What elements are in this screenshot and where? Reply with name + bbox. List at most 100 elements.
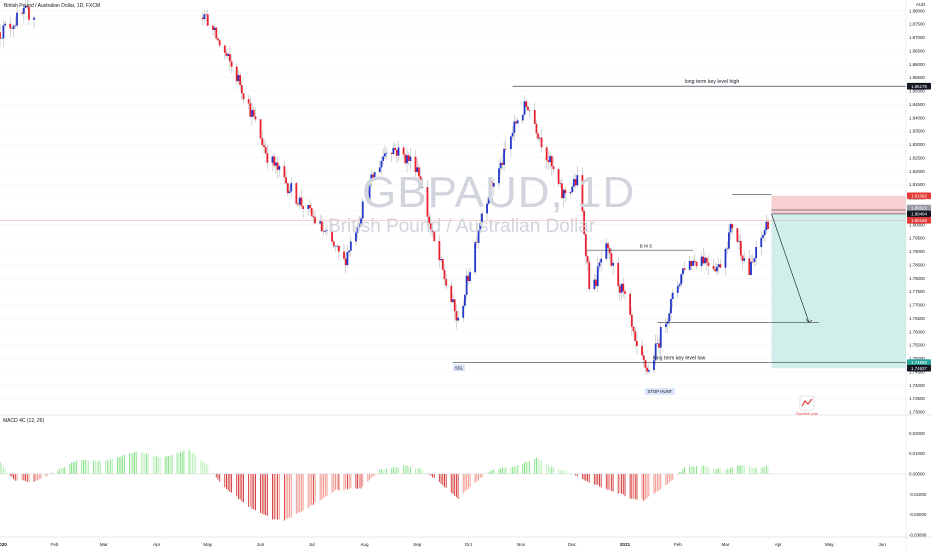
candle-body bbox=[273, 156, 276, 166]
candle-body bbox=[656, 343, 659, 344]
candle-body bbox=[433, 232, 436, 242]
candle-body bbox=[515, 121, 517, 124]
candle-body bbox=[598, 262, 601, 267]
label-bms: B M S bbox=[640, 244, 653, 249]
candle-body bbox=[498, 168, 500, 184]
price-badge-text: 1.80165 bbox=[911, 218, 927, 223]
price-badge bbox=[907, 359, 931, 366]
macd-tick-label: 0.00000 bbox=[909, 472, 925, 477]
candle-body bbox=[636, 340, 638, 346]
candle-body bbox=[288, 191, 291, 194]
candle-body bbox=[634, 331, 637, 341]
price-tick-label: 1.85000 bbox=[909, 89, 925, 94]
candle-body bbox=[380, 160, 383, 168]
candle-body bbox=[642, 355, 645, 361]
candle-body bbox=[324, 230, 327, 232]
candle-body bbox=[302, 206, 305, 209]
candle-body bbox=[479, 223, 482, 231]
price-tick-label: 1.77500 bbox=[909, 289, 925, 294]
candle-body bbox=[595, 279, 597, 287]
stop-loss-zone bbox=[771, 195, 906, 214]
macd-indicator-label[interactable]: MACD 4C (12, 26) bbox=[3, 418, 45, 424]
candle-body bbox=[373, 172, 376, 180]
candle-body bbox=[278, 166, 281, 170]
candle-body bbox=[409, 156, 412, 161]
candle-body bbox=[240, 85, 243, 94]
candle-body bbox=[547, 160, 550, 163]
candle-body bbox=[727, 232, 730, 249]
price-badge bbox=[907, 364, 931, 372]
candle-body bbox=[612, 262, 614, 266]
candle-body bbox=[452, 299, 454, 303]
candle-body bbox=[763, 230, 766, 236]
candle-body bbox=[630, 314, 633, 327]
candle-body bbox=[397, 147, 400, 156]
candle-body bbox=[247, 99, 250, 104]
candle-body bbox=[464, 294, 466, 306]
candle-body bbox=[239, 75, 242, 86]
candle-body bbox=[12, 25, 15, 29]
candle-body bbox=[492, 183, 495, 187]
candle-body bbox=[455, 311, 458, 321]
candle-body bbox=[653, 360, 655, 371]
candle-body bbox=[205, 14, 207, 15]
candle-body bbox=[549, 156, 551, 163]
candle-body bbox=[348, 250, 351, 253]
time-axis-label: May bbox=[203, 542, 212, 547]
candle-body bbox=[26, 6, 29, 7]
candle-body bbox=[682, 268, 684, 275]
candle-body bbox=[392, 147, 395, 154]
candle-body bbox=[712, 266, 715, 269]
time-axis-label: Mar bbox=[722, 542, 730, 547]
candle-body bbox=[336, 245, 339, 247]
candle-body bbox=[314, 217, 316, 224]
candle-body bbox=[629, 293, 632, 315]
candle-body bbox=[659, 326, 662, 348]
candle-body bbox=[641, 345, 643, 356]
candle-body bbox=[206, 14, 209, 26]
candle-body bbox=[664, 323, 667, 327]
candle-body bbox=[654, 343, 657, 361]
price-tick-label: 1.73000 bbox=[909, 410, 925, 415]
candle-body bbox=[346, 252, 349, 266]
price-tick-label: 1.74500 bbox=[909, 369, 925, 374]
candle-body bbox=[349, 241, 352, 251]
candle-body bbox=[477, 230, 480, 243]
candle-body bbox=[368, 182, 371, 200]
price-tick-label: 1.79500 bbox=[909, 236, 925, 241]
candle-body bbox=[676, 286, 679, 293]
candle-body bbox=[668, 313, 671, 322]
candle-body bbox=[274, 162, 277, 166]
candle-body bbox=[755, 246, 758, 259]
candle-body bbox=[644, 360, 647, 368]
candle-body bbox=[702, 256, 705, 264]
candle-body bbox=[620, 283, 623, 293]
candle-body bbox=[203, 14, 206, 20]
candle-body bbox=[513, 121, 516, 133]
time-axis-label: Feb bbox=[51, 542, 59, 547]
candle-body bbox=[474, 242, 477, 273]
candle-body bbox=[402, 147, 405, 155]
candle-body bbox=[438, 241, 441, 261]
candle-body bbox=[343, 251, 345, 259]
candle-body bbox=[581, 175, 584, 212]
candle-body bbox=[523, 101, 526, 115]
candle-body bbox=[428, 216, 431, 224]
candle-body bbox=[259, 119, 262, 139]
price-tick-label: 1.86000 bbox=[909, 62, 925, 67]
candle-body bbox=[235, 66, 238, 82]
candle-body bbox=[450, 285, 453, 303]
time-axis-label: Nov bbox=[517, 542, 526, 547]
candle-body bbox=[610, 253, 613, 266]
candle-body bbox=[504, 148, 507, 150]
candle-body bbox=[263, 145, 265, 147]
price-badge bbox=[907, 82, 931, 90]
candle-body bbox=[276, 162, 279, 170]
candle-body bbox=[285, 177, 288, 184]
candle-body bbox=[300, 197, 303, 207]
candle-body bbox=[421, 187, 424, 188]
candle-body bbox=[378, 167, 381, 173]
candle-body bbox=[586, 255, 589, 263]
candle-body bbox=[217, 38, 219, 41]
